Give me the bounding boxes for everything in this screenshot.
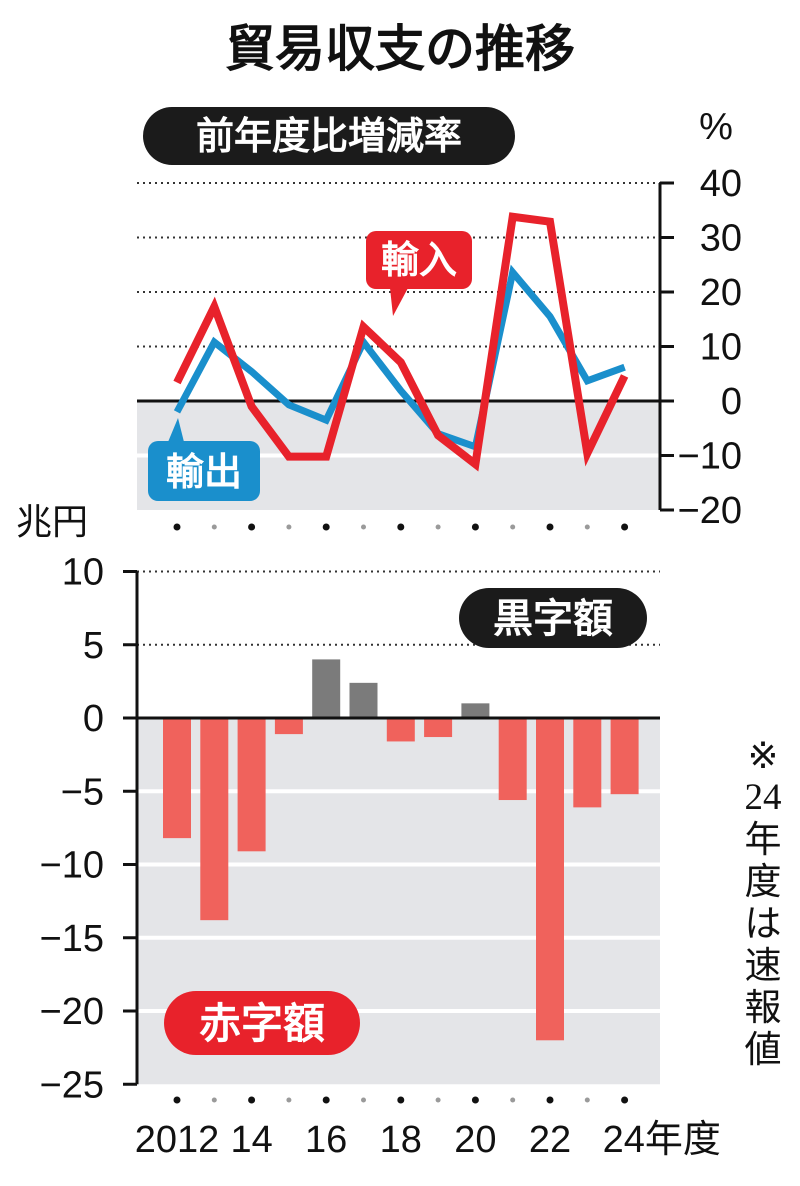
year-dot	[211, 524, 217, 530]
x-tick-label: 18	[380, 1119, 422, 1161]
y-tick-label: −25	[40, 1064, 104, 1106]
y-tick-label: −20	[40, 991, 104, 1033]
year-markers-bottom	[173, 1096, 629, 1104]
y-tick-label: 5	[83, 625, 104, 667]
top-unit-label: %	[699, 106, 733, 148]
bar-2022	[536, 718, 564, 1041]
y-tick-label: 10	[62, 552, 104, 594]
year-dot	[397, 523, 405, 531]
bottom-unit-label: 兆円	[16, 502, 88, 543]
note-char: 速	[744, 944, 782, 987]
note-char: 年	[744, 818, 782, 861]
bar-2020	[461, 703, 490, 718]
import-label: 輸入	[366, 231, 472, 316]
y-tick-label: 20	[700, 272, 742, 314]
bar-2014	[237, 718, 266, 852]
bar-2019	[424, 718, 453, 738]
year-dot	[361, 524, 366, 530]
growth-rate-label-text: 前年度比増減率	[196, 114, 462, 158]
bar-2021	[498, 718, 527, 801]
x-axis-labels: 2012 14 16 18 20 22 24年度	[135, 1119, 721, 1161]
year-dot	[211, 1097, 217, 1103]
year-dot	[173, 523, 181, 531]
export-label: 輸出	[148, 418, 260, 501]
year-dot	[546, 523, 554, 531]
y-tick-label: −15	[40, 918, 104, 960]
y-tick-label: 10	[700, 327, 742, 369]
year-dot	[248, 1096, 256, 1104]
x-tick-label: 22	[529, 1119, 571, 1161]
year-dot	[510, 1097, 516, 1103]
x-tick-label: 20	[454, 1119, 496, 1161]
y-tick-label: −5	[61, 771, 104, 813]
note-char: 度	[744, 860, 782, 903]
top-chart-y-axis: 40 30 20 10 0 −10 −20	[658, 163, 742, 532]
y-tick-label: −20	[678, 490, 742, 532]
bar-2012	[163, 718, 191, 839]
fiscal-note: ※ 24 年 度 は 速 報 値	[738, 735, 788, 1071]
x-tick-label: 2012	[135, 1119, 220, 1161]
bottom-chart-y-axis: 10 5 0 −5 −10 −15 −20 −25	[40, 552, 139, 1106]
bar-2016	[312, 659, 341, 718]
bar-2023	[573, 718, 602, 808]
year-dot	[435, 1097, 441, 1103]
year-dot	[397, 1096, 405, 1104]
year-dot	[584, 1097, 590, 1103]
x-tick-label: 16	[305, 1119, 347, 1161]
note-char: ※	[747, 734, 779, 777]
x-tick-label: 24年度	[603, 1119, 721, 1161]
year-dot	[510, 524, 516, 530]
y-tick-label: −10	[40, 845, 104, 887]
bar-2024	[610, 718, 639, 795]
surplus-label-text: 黒字額	[493, 596, 613, 642]
note-char: 報	[744, 986, 782, 1029]
y-tick-label: 40	[700, 163, 742, 205]
year-dot	[584, 524, 590, 530]
bar-2018	[386, 718, 415, 742]
bar-2013	[200, 718, 229, 921]
note-char: 値	[744, 1028, 782, 1071]
year-dot	[471, 523, 479, 531]
surplus-label: 黒字額	[459, 588, 647, 648]
top-chart-series	[173, 212, 629, 472]
bar-2015	[274, 718, 303, 735]
year-dot	[286, 1097, 292, 1103]
year-dot	[286, 524, 292, 530]
note-char: は	[744, 902, 782, 945]
bar-2017	[349, 682, 378, 718]
y-tick-label: 0	[83, 698, 104, 740]
year-dot	[322, 523, 330, 531]
y-tick-label: 30	[700, 218, 742, 260]
year-dot	[322, 1096, 330, 1104]
bottom-chart-bars	[137, 659, 660, 1041]
year-dot	[621, 523, 629, 531]
chart-title: 貿易収支の推移	[225, 20, 575, 78]
import-label-text: 輸入	[381, 238, 457, 282]
y-tick-label: 0	[721, 381, 742, 423]
growth-rate-label: 前年度比増減率	[143, 107, 515, 165]
year-dot	[173, 1096, 181, 1104]
export-label-text: 輸出	[166, 450, 242, 494]
x-tick-label: 14	[230, 1119, 272, 1161]
year-dot	[361, 1097, 366, 1103]
deficit-label: 赤字額	[164, 991, 360, 1055]
y-tick-label: −10	[678, 436, 742, 478]
year-dot	[435, 524, 441, 530]
deficit-label-text: 赤字額	[199, 999, 325, 1048]
year-markers-top	[173, 523, 629, 531]
year-dot	[621, 1096, 629, 1104]
year-dot	[546, 1096, 554, 1104]
note-char: 24	[744, 777, 782, 818]
year-dot	[471, 1096, 479, 1104]
year-dot	[248, 523, 256, 531]
